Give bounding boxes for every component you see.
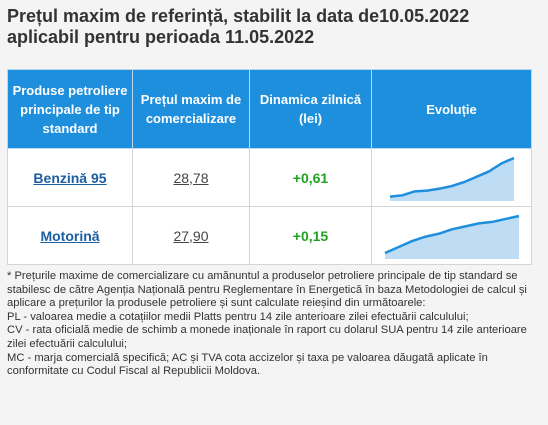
footnote-cv: CV - rata oficială medie de schimb a mon… <box>7 324 527 350</box>
daily-dynamic-value: +0,61 <box>292 169 329 186</box>
sparkline-line <box>383 214 519 254</box>
footnote-mc: MC - marja comercială specifică; AC și T… <box>7 351 488 378</box>
table-header-row: Produse petroliere principale de tip sta… <box>7 69 532 149</box>
dynamic-cell: +0,15 <box>249 206 372 265</box>
price-cell: 27,90 <box>132 206 250 265</box>
sparkline-chart <box>389 156 514 201</box>
table-row: Motorină 27,90 +0,15 <box>7 206 532 265</box>
sparkline-area <box>389 157 514 201</box>
price-link[interactable]: 27,90 <box>173 227 209 244</box>
header-product: Produse petroliere principale de tip sta… <box>7 69 133 149</box>
product-cell: Benzină 95 <box>7 148 133 207</box>
header-evolution: Evoluție <box>371 69 532 149</box>
sparkline-line <box>389 156 514 198</box>
footnote-intro: * Prețurile maxime de comercializare cu … <box>7 270 527 310</box>
product-cell: Motorină <box>7 206 133 265</box>
sparkline-area <box>384 215 519 259</box>
daily-dynamic-value: +0,15 <box>292 227 329 244</box>
dynamic-cell: +0,61 <box>249 148 372 207</box>
evolution-cell <box>371 148 532 207</box>
header-daily-dynamic: Dinamica zilnică (lei) <box>249 69 372 149</box>
header-max-price: Prețul maxim de comercializare <box>132 69 250 149</box>
product-link-motorina[interactable]: Motorină <box>40 227 100 244</box>
table-row: Benzină 95 28,78 +0,61 <box>7 148 532 207</box>
footnote-pl: PL - valoarea medie a cotațiilor medii P… <box>7 310 469 323</box>
footnotes: * Prețurile maxime de comercializare cu … <box>7 270 533 379</box>
product-link-benzina-95[interactable]: Benzină 95 <box>33 169 107 186</box>
price-cell: 28,78 <box>132 148 250 207</box>
price-link[interactable]: 28,78 <box>173 169 209 186</box>
evolution-cell <box>371 206 532 265</box>
sparkline-chart <box>383 214 519 259</box>
page-title: Prețul maxim de referință, stabilit la d… <box>7 6 470 47</box>
fuel-price-table: Produse petroliere principale de tip sta… <box>7 69 532 265</box>
